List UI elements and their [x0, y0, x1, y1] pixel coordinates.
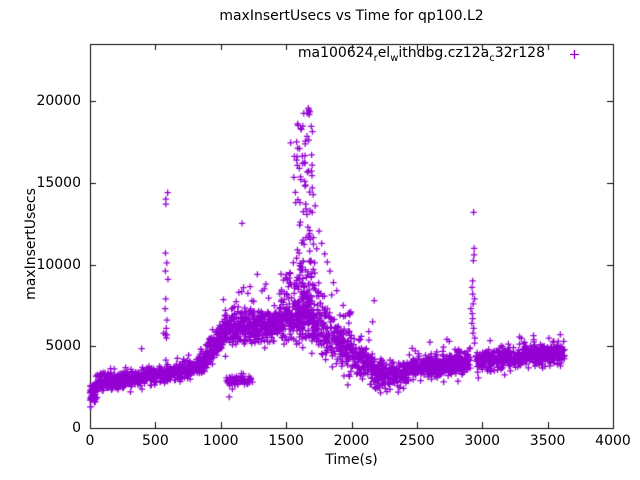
x-tick-label: 2000: [333, 433, 370, 449]
x-axis-label: Time(s): [325, 452, 378, 468]
legend-label: ma100624relwithdbg.cz12ac32r128: [298, 45, 545, 64]
legend-subscript: w: [390, 53, 399, 64]
chart-title: maxInsertUsecs vs Time for qp100.L2: [219, 8, 484, 24]
x-tick-label: 1500: [268, 433, 304, 449]
y-tick-label: 5000: [45, 338, 81, 355]
legend-plus-marker-icon: [566, 47, 582, 61]
y-tick-label: 15000: [36, 174, 81, 191]
legend-text: el: [377, 45, 391, 61]
legend-subscript: c: [489, 53, 495, 64]
x-tick-label: 2500: [399, 433, 435, 449]
x-tick-label: 1000: [202, 433, 239, 449]
y-tick-label: 0: [72, 420, 81, 436]
y-tick-label: 10000: [36, 256, 81, 273]
y-tick-label: 20000: [36, 93, 81, 110]
x-tick-label: 4000: [595, 433, 631, 449]
legend-text: ithdbg.cz12a: [398, 45, 490, 61]
x-tick-label: 3500: [529, 433, 566, 449]
x-tick-label: 0: [85, 433, 95, 449]
x-tick-label: 500: [142, 433, 169, 449]
legend-text: 32r128: [494, 45, 545, 61]
legend-subscript: r: [373, 53, 378, 64]
x-tick-label: 3000: [464, 433, 501, 449]
legend-text: ma100624: [297, 45, 374, 61]
